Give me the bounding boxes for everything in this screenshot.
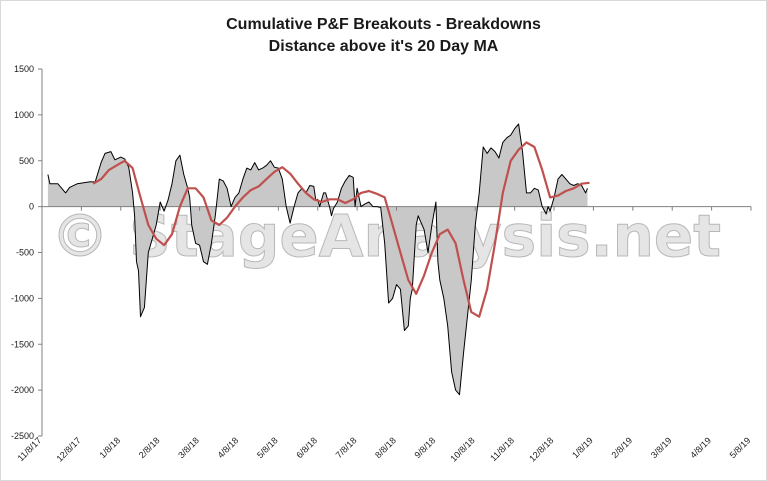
x-tick-label: 8/8/18 <box>373 435 398 460</box>
x-tick-label: 5/8/18 <box>255 435 280 460</box>
x-tick-label: 1/8/19 <box>570 435 595 460</box>
x-tick-label: 3/8/19 <box>649 435 674 460</box>
x-tick-label: 1/8/18 <box>97 435 122 460</box>
x-tick-label: 2/8/18 <box>137 435 162 460</box>
chart-subtitle: Distance above it's 20 Day MA <box>268 38 499 55</box>
ma-20-line <box>92 141 590 318</box>
x-tick-label: 7/8/18 <box>334 435 359 460</box>
x-tick-label: 12/8/17 <box>54 435 82 463</box>
x-tick-label: 4/8/19 <box>688 435 713 460</box>
x-tick-label: 4/8/18 <box>216 435 241 460</box>
x-tick-label: 3/8/18 <box>176 435 201 460</box>
x-tick-label: 9/8/18 <box>413 435 438 460</box>
x-tick-label: 12/8/18 <box>527 435 555 463</box>
x-tick-label: 6/8/18 <box>294 435 319 460</box>
y-tick-label: -1000 <box>11 293 34 303</box>
y-tick-label: -2500 <box>11 431 34 441</box>
y-tick-label: 500 <box>19 156 34 166</box>
y-tick-label: -1500 <box>11 339 34 349</box>
y-tick-label: 1000 <box>14 110 34 120</box>
x-tick-label: 10/8/18 <box>448 435 476 463</box>
y-tick-label: 1500 <box>14 64 34 74</box>
x-tick-label: 2/8/19 <box>609 435 634 460</box>
chart-title: Cumulative P&F Breakouts - Breakdowns <box>226 16 541 33</box>
y-tick-label: 0 <box>29 202 34 212</box>
y-tick-label: -2000 <box>11 385 34 395</box>
distance-line <box>47 123 588 396</box>
x-tick-label: 11/8/18 <box>488 435 516 463</box>
distance-area <box>47 124 588 395</box>
y-tick-label: -500 <box>16 248 34 258</box>
x-tick-label: 5/8/19 <box>728 435 753 460</box>
